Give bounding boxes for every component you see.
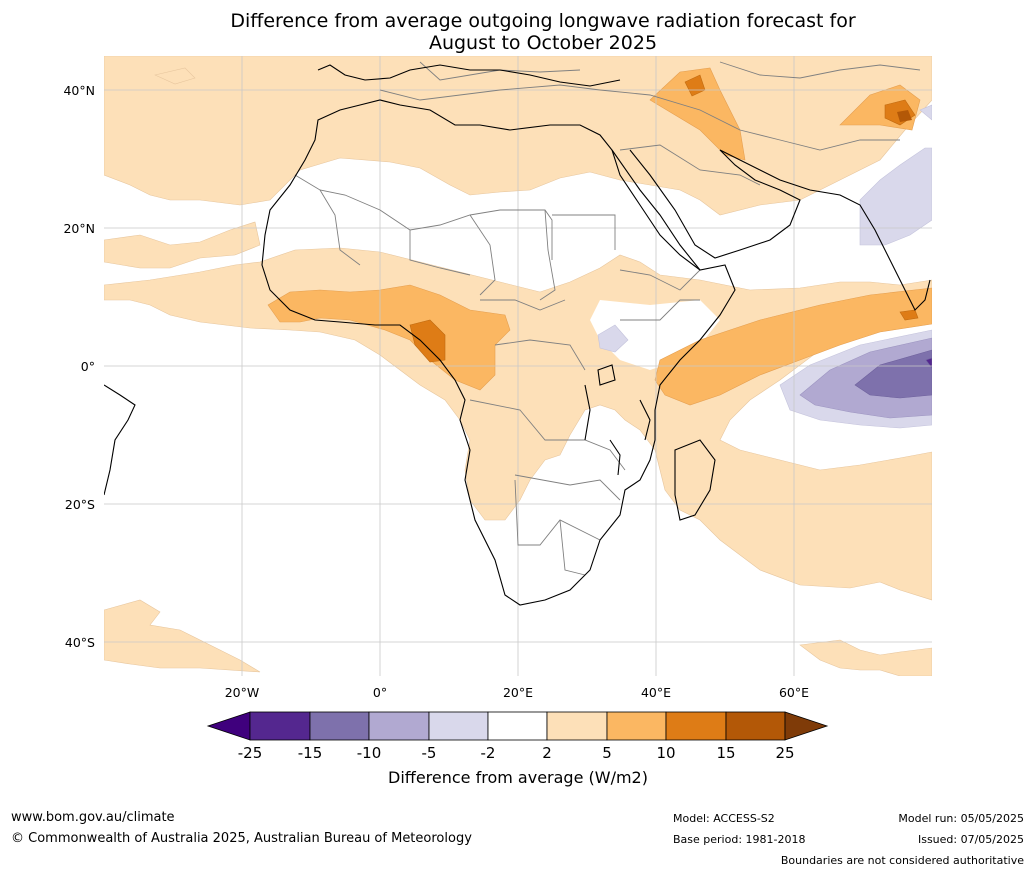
coast-madagascar <box>674 439 716 521</box>
colorbar-tick: 15 <box>716 744 736 762</box>
border-ethiopia <box>619 269 701 291</box>
border-drc-s <box>469 399 626 471</box>
title-line-2: August to October 2025 <box>428 32 658 54</box>
border-sahara <box>294 174 553 260</box>
border-botswana <box>559 519 586 576</box>
lon-label-20e: 20°E <box>502 685 534 700</box>
border-central-asia <box>719 61 921 79</box>
lat-label-20n: 20°N <box>63 221 95 236</box>
region-lake-victoria <box>597 324 629 353</box>
coast-europe <box>317 64 621 87</box>
lat-label-40n: 40°N <box>63 83 95 98</box>
border-zambia <box>514 474 621 501</box>
colorbar-tick: -25 <box>237 744 263 762</box>
anomaly-brown <box>897 110 912 122</box>
border-sudan <box>539 209 556 301</box>
coast-lake-tanganyika <box>584 384 591 441</box>
coast-iran-india <box>719 149 931 311</box>
border-egypt <box>552 214 616 250</box>
region-purple-core <box>854 349 932 399</box>
border-europe <box>379 84 601 101</box>
country-borders <box>294 61 921 576</box>
colorbar-bin-2 <box>309 711 370 741</box>
border-mali <box>319 189 361 266</box>
region-iran <box>649 67 746 161</box>
coast-zanzibar <box>639 399 651 441</box>
footer-copyright: © Commonwealth of Australia 2025, Austra… <box>11 831 472 846</box>
region-cameroon <box>409 319 446 363</box>
lon-label-20w: 20°W <box>224 685 260 700</box>
border-chad <box>469 214 496 296</box>
colorbar-tick: 25 <box>775 744 795 762</box>
region-indian-spot <box>899 309 919 321</box>
region-speckle-1 <box>154 67 196 85</box>
colorbar-tick: 10 <box>656 744 676 762</box>
border-arabia <box>619 144 761 186</box>
title-line-1: Difference from average outgoing longwav… <box>230 10 856 32</box>
footer-base-period: Base period: 1981-2018 <box>673 833 806 846</box>
graticule <box>104 56 932 676</box>
region-brown-spot <box>897 110 912 122</box>
coast-lake-malawi <box>609 439 621 476</box>
border-drc-n <box>494 339 586 371</box>
border-kenya <box>620 299 700 321</box>
region-south-indian <box>799 639 932 676</box>
colorbar-tick: 5 <box>602 744 612 762</box>
region-purple-deep <box>925 357 932 369</box>
colorbar-bin-3 <box>368 711 430 741</box>
map-panel <box>104 56 932 676</box>
region-south-atlantic <box>104 599 261 673</box>
lon-label-0: 0° <box>372 685 388 700</box>
lat-label-40s: 40°S <box>64 635 95 650</box>
border-middle-east <box>599 89 900 151</box>
footer-url: www.bom.gov.au/climate <box>11 810 175 825</box>
region-purple-sliver <box>919 104 932 121</box>
footer-model: Model: ACCESS-S2 <box>673 812 775 825</box>
coast-arabia <box>629 149 801 259</box>
colorbar-bin-6 <box>546 711 608 741</box>
colorbar-bin-7 <box>606 711 667 741</box>
colorbar-bin-8 <box>665 711 727 741</box>
map-title: Difference from average outgoing longwav… <box>0 10 1035 54</box>
coastlines <box>104 64 931 606</box>
coast-red-sea-w <box>611 149 701 271</box>
region-bay-of-bengal <box>859 147 932 246</box>
colorbar-tick: -10 <box>356 744 382 762</box>
colorbar-extend-high <box>784 711 829 741</box>
footer-issued: Issued: 07/05/2025 <box>917 833 1024 846</box>
colorbar-extend-low <box>206 711 251 741</box>
border-car <box>480 299 566 311</box>
colorbar <box>206 711 829 741</box>
colorbar-bin-4 <box>428 711 489 741</box>
colorbar-tick: -5 <box>421 744 437 762</box>
border-niger <box>409 230 471 276</box>
region-indian-ocean-band <box>654 287 932 406</box>
border-europe-n <box>419 61 581 81</box>
region-west-africa <box>267 284 511 391</box>
colorbar-bin-5 <box>487 711 548 741</box>
colorbar-tick: -15 <box>297 744 323 762</box>
lon-label-40e: 40°E <box>640 685 672 700</box>
colorbar-tick: -2 <box>480 744 496 762</box>
anomaly-dark-purple <box>854 349 932 399</box>
coast-africa <box>261 99 736 606</box>
lon-label-60e: 60°E <box>778 685 810 700</box>
colorbar-tick: 2 <box>542 744 552 762</box>
colorbar-bin-1 <box>249 711 311 741</box>
footer-disclaimer: Boundaries are not considered authoritat… <box>780 854 1024 867</box>
lat-label-0: 0° <box>80 359 95 374</box>
footer-model-run: Model run: 05/05/2025 <box>898 812 1024 825</box>
coast-south-america <box>104 384 136 496</box>
lat-label-20s: 20°S <box>64 497 95 512</box>
region-atlantic-north <box>104 221 261 269</box>
border-namibia <box>514 479 601 546</box>
coast-lake-victoria <box>597 364 616 386</box>
colorbar-label: Difference from average (W/m2) <box>388 768 648 787</box>
colorbar-bin-9 <box>725 711 786 741</box>
